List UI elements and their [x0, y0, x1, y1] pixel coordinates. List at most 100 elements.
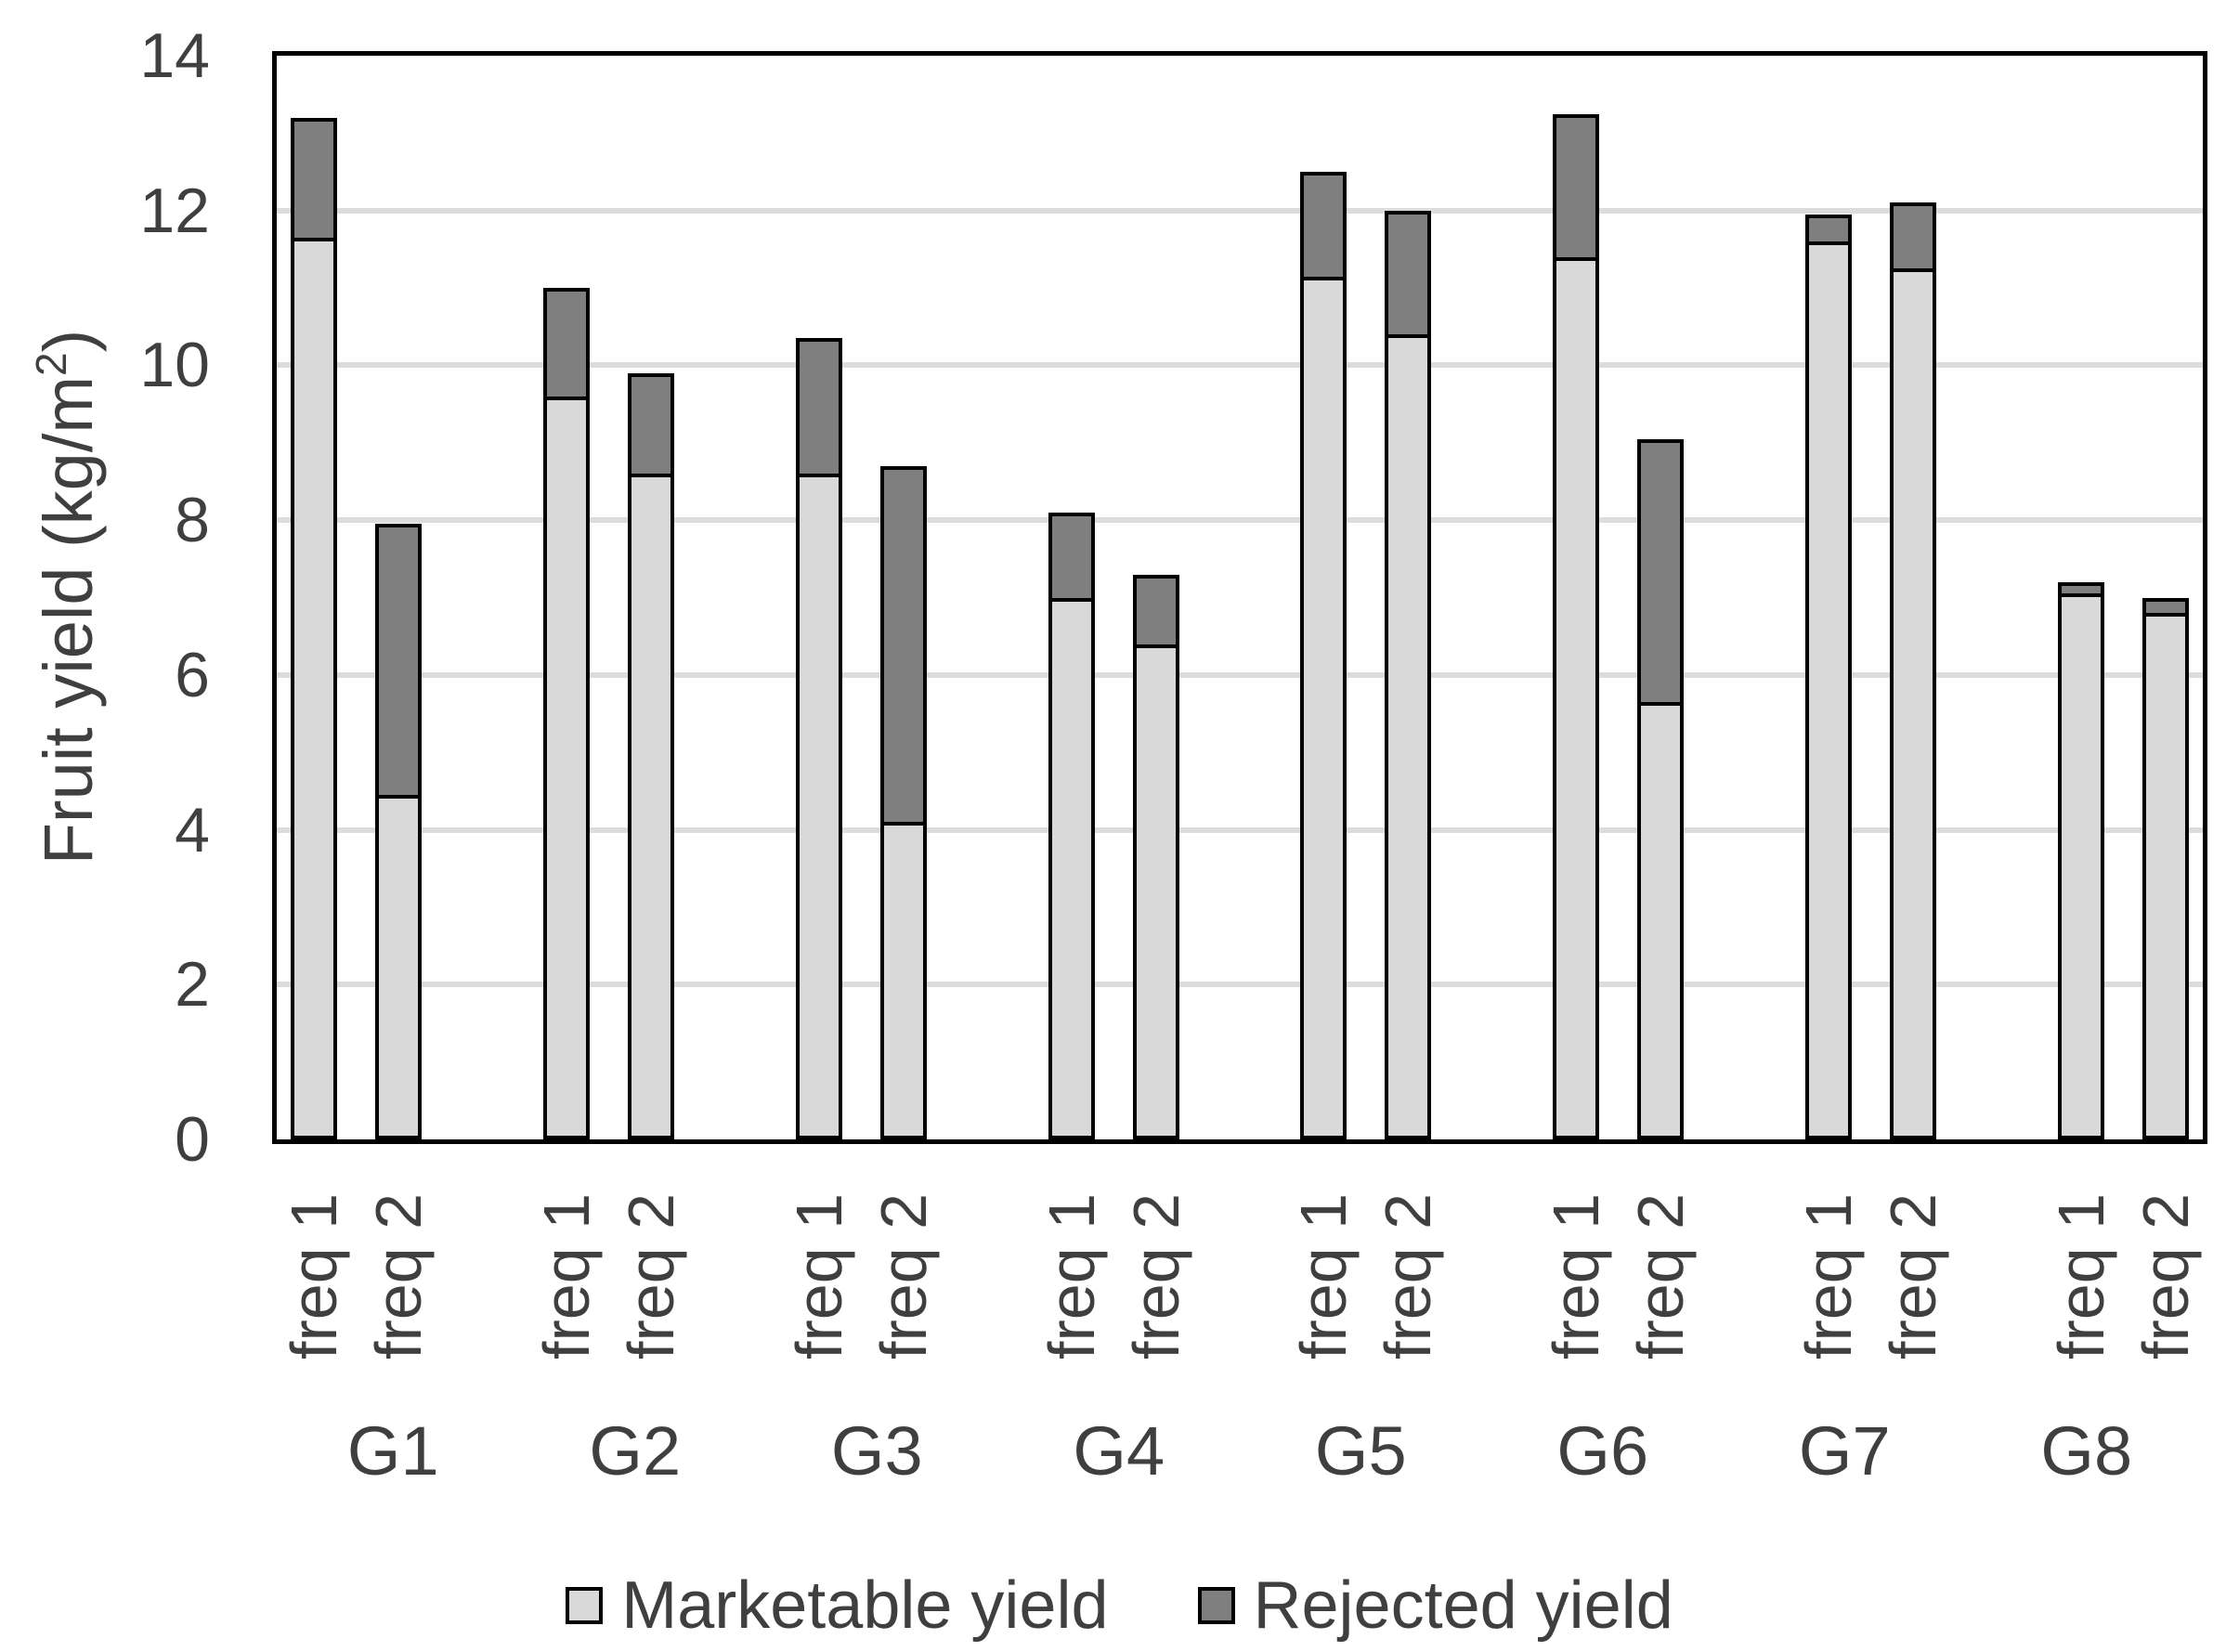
x-tick-label: freq 2 [1877, 1193, 1950, 1359]
legend-swatch-marketable-yield-icon [566, 1587, 604, 1624]
x-tick-cell: freq 1 [530, 1193, 603, 1359]
x-tick-label: freq 1 [782, 1193, 855, 1359]
x-tick-cell: freq 2 [867, 1193, 940, 1359]
x-tick-label: freq 1 [529, 1193, 603, 1359]
segment-rejected-g4-freq-1 [1048, 512, 1095, 598]
x-tick-cell: freq 2 [615, 1193, 687, 1359]
segment-marketable-g4-freq-1 [1048, 597, 1095, 1139]
bar-g2-freq-1 [542, 288, 590, 1139]
x-tick-cell: freq 1 [278, 1193, 350, 1359]
segment-marketable-g6-freq-1 [1553, 256, 1600, 1139]
segment-marketable-g3-freq-2 [879, 822, 927, 1139]
x-tick-group-g1: freq 1 freq 2 [278, 1193, 435, 1407]
legend-label: Rejected yield [1253, 1568, 1673, 1643]
y-tick-label: 4 [175, 794, 210, 865]
group-label-g1: G1 [346, 1412, 439, 1489]
segment-marketable-g1-freq-2 [375, 795, 422, 1139]
y-tick-label: 0 [175, 1104, 210, 1175]
bar-g5-freq-1 [1300, 172, 1347, 1139]
segment-rejected-g2-freq-1 [542, 288, 590, 397]
segment-rejected-g1-freq-2 [375, 524, 422, 796]
bar-g6-freq-2 [1637, 438, 1685, 1139]
bar-group-g3 [795, 338, 927, 1139]
gridline [277, 671, 2203, 678]
bar-g8-freq-2 [2141, 597, 2189, 1139]
x-tick-label: freq 2 [866, 1193, 940, 1359]
legend-swatch-rejected-yield-icon [1197, 1587, 1235, 1624]
group-label-g8: G8 [2040, 1412, 2133, 1489]
y-tick-label: 2 [175, 949, 210, 1021]
segment-rejected-g6-freq-2 [1637, 438, 1685, 703]
x-tick-label: freq 1 [278, 1193, 350, 1359]
segment-rejected-g3-freq-2 [879, 465, 927, 823]
bar-g4-freq-2 [1132, 574, 1179, 1139]
segment-marketable-g5-freq-1 [1300, 276, 1347, 1139]
gridline [277, 982, 2203, 988]
y-axis-title-text: Fruit yield (kg/m [30, 375, 107, 865]
bar-g1-freq-1 [291, 117, 337, 1139]
x-tick-cell: freq 2 [1877, 1193, 1949, 1359]
bar-group-g5 [1300, 172, 1432, 1139]
x-tick-cell: freq 2 [1372, 1193, 1444, 1359]
bar-g7-freq-1 [1805, 214, 1853, 1139]
x-tick-group-g2: freq 1 freq 2 [530, 1193, 687, 1407]
group-label-g3: G3 [830, 1412, 923, 1489]
legend-label: Marketable yield [621, 1568, 1109, 1643]
x-tick-group-g6: freq 1 freq 2 [1540, 1193, 1697, 1407]
x-axis-group-labels: G1 G2 G3 G4 G5 G6 G7 G8 [272, 1407, 2207, 1496]
x-tick-label: freq 2 [2128, 1193, 2202, 1359]
x-axis-bar-labels: freq 1 freq 2 freq 1 freq 2 freq 1 freq 2 freq… [272, 1193, 2207, 1407]
segment-rejected-g8-freq-1 [2057, 581, 2104, 594]
x-tick-label: freq 2 [362, 1193, 435, 1359]
bar-group-g4 [1048, 512, 1179, 1139]
bar-group-g1 [291, 117, 422, 1139]
x-tick-label: freq 2 [1372, 1193, 1445, 1359]
bar-g4-freq-1 [1048, 512, 1095, 1139]
segment-marketable-g5-freq-2 [1385, 334, 1432, 1139]
group-label-g4: G4 [1073, 1412, 1165, 1489]
bar-g5-freq-2 [1385, 210, 1432, 1139]
x-tick-group-g3: freq 1 freq 2 [783, 1193, 940, 1407]
group-label-g5: G5 [1314, 1412, 1407, 1489]
x-tick-cell: freq 2 [1120, 1193, 1192, 1359]
segment-marketable-g8-freq-2 [2141, 613, 2189, 1139]
plot-area [272, 51, 2207, 1144]
legend-item-marketable-yield: Marketable yield [566, 1567, 1109, 1644]
segment-rejected-g5-freq-2 [1385, 210, 1432, 335]
x-tick-group-g8: freq 1 freq 2 [2045, 1193, 2202, 1407]
bar-g3-freq-1 [795, 338, 842, 1139]
y-axis-title: Fruit yield (kg/m2) [26, 330, 108, 865]
bar-g7-freq-2 [1890, 202, 1937, 1139]
bar-g6-freq-1 [1553, 113, 1600, 1139]
x-tick-label: freq 2 [614, 1193, 687, 1359]
x-tick-group-g5: freq 1 freq 2 [1287, 1193, 1444, 1407]
segment-rejected-g8-freq-2 [2141, 597, 2189, 614]
y-tick-label: 14 [139, 20, 210, 91]
segment-marketable-g1-freq-1 [291, 237, 337, 1139]
legend-item-rejected-yield: Rejected yield [1197, 1567, 1673, 1644]
x-tick-cell: freq 1 [1035, 1193, 1108, 1359]
y-tick-label: 6 [175, 639, 210, 710]
x-tick-group-g4: freq 1 freq 2 [1035, 1193, 1192, 1407]
bar-g8-freq-1 [2057, 581, 2104, 1139]
x-tick-cell: freq 2 [362, 1193, 435, 1359]
gridline [277, 207, 2203, 214]
bars-container [277, 56, 2203, 1139]
segment-rejected-g7-freq-2 [1890, 202, 1937, 269]
bar-g2-freq-2 [627, 372, 674, 1139]
segment-rejected-g4-freq-2 [1132, 574, 1179, 644]
bar-group-g8 [2057, 581, 2189, 1139]
segment-marketable-g4-freq-2 [1132, 644, 1179, 1139]
gridline [277, 826, 2203, 833]
segment-rejected-g7-freq-1 [1805, 214, 1853, 242]
segment-rejected-g6-freq-1 [1553, 113, 1600, 257]
x-tick-cell: freq 1 [1540, 1193, 1612, 1359]
x-tick-label: freq 2 [1624, 1193, 1698, 1359]
x-tick-label: freq 1 [2044, 1193, 2117, 1359]
x-tick-label: freq 1 [1287, 1193, 1360, 1359]
segment-rejected-g2-freq-2 [627, 372, 674, 475]
segment-rejected-g5-freq-1 [1300, 172, 1347, 277]
segment-marketable-g8-freq-1 [2057, 593, 2104, 1139]
segment-rejected-g3-freq-1 [795, 338, 842, 475]
